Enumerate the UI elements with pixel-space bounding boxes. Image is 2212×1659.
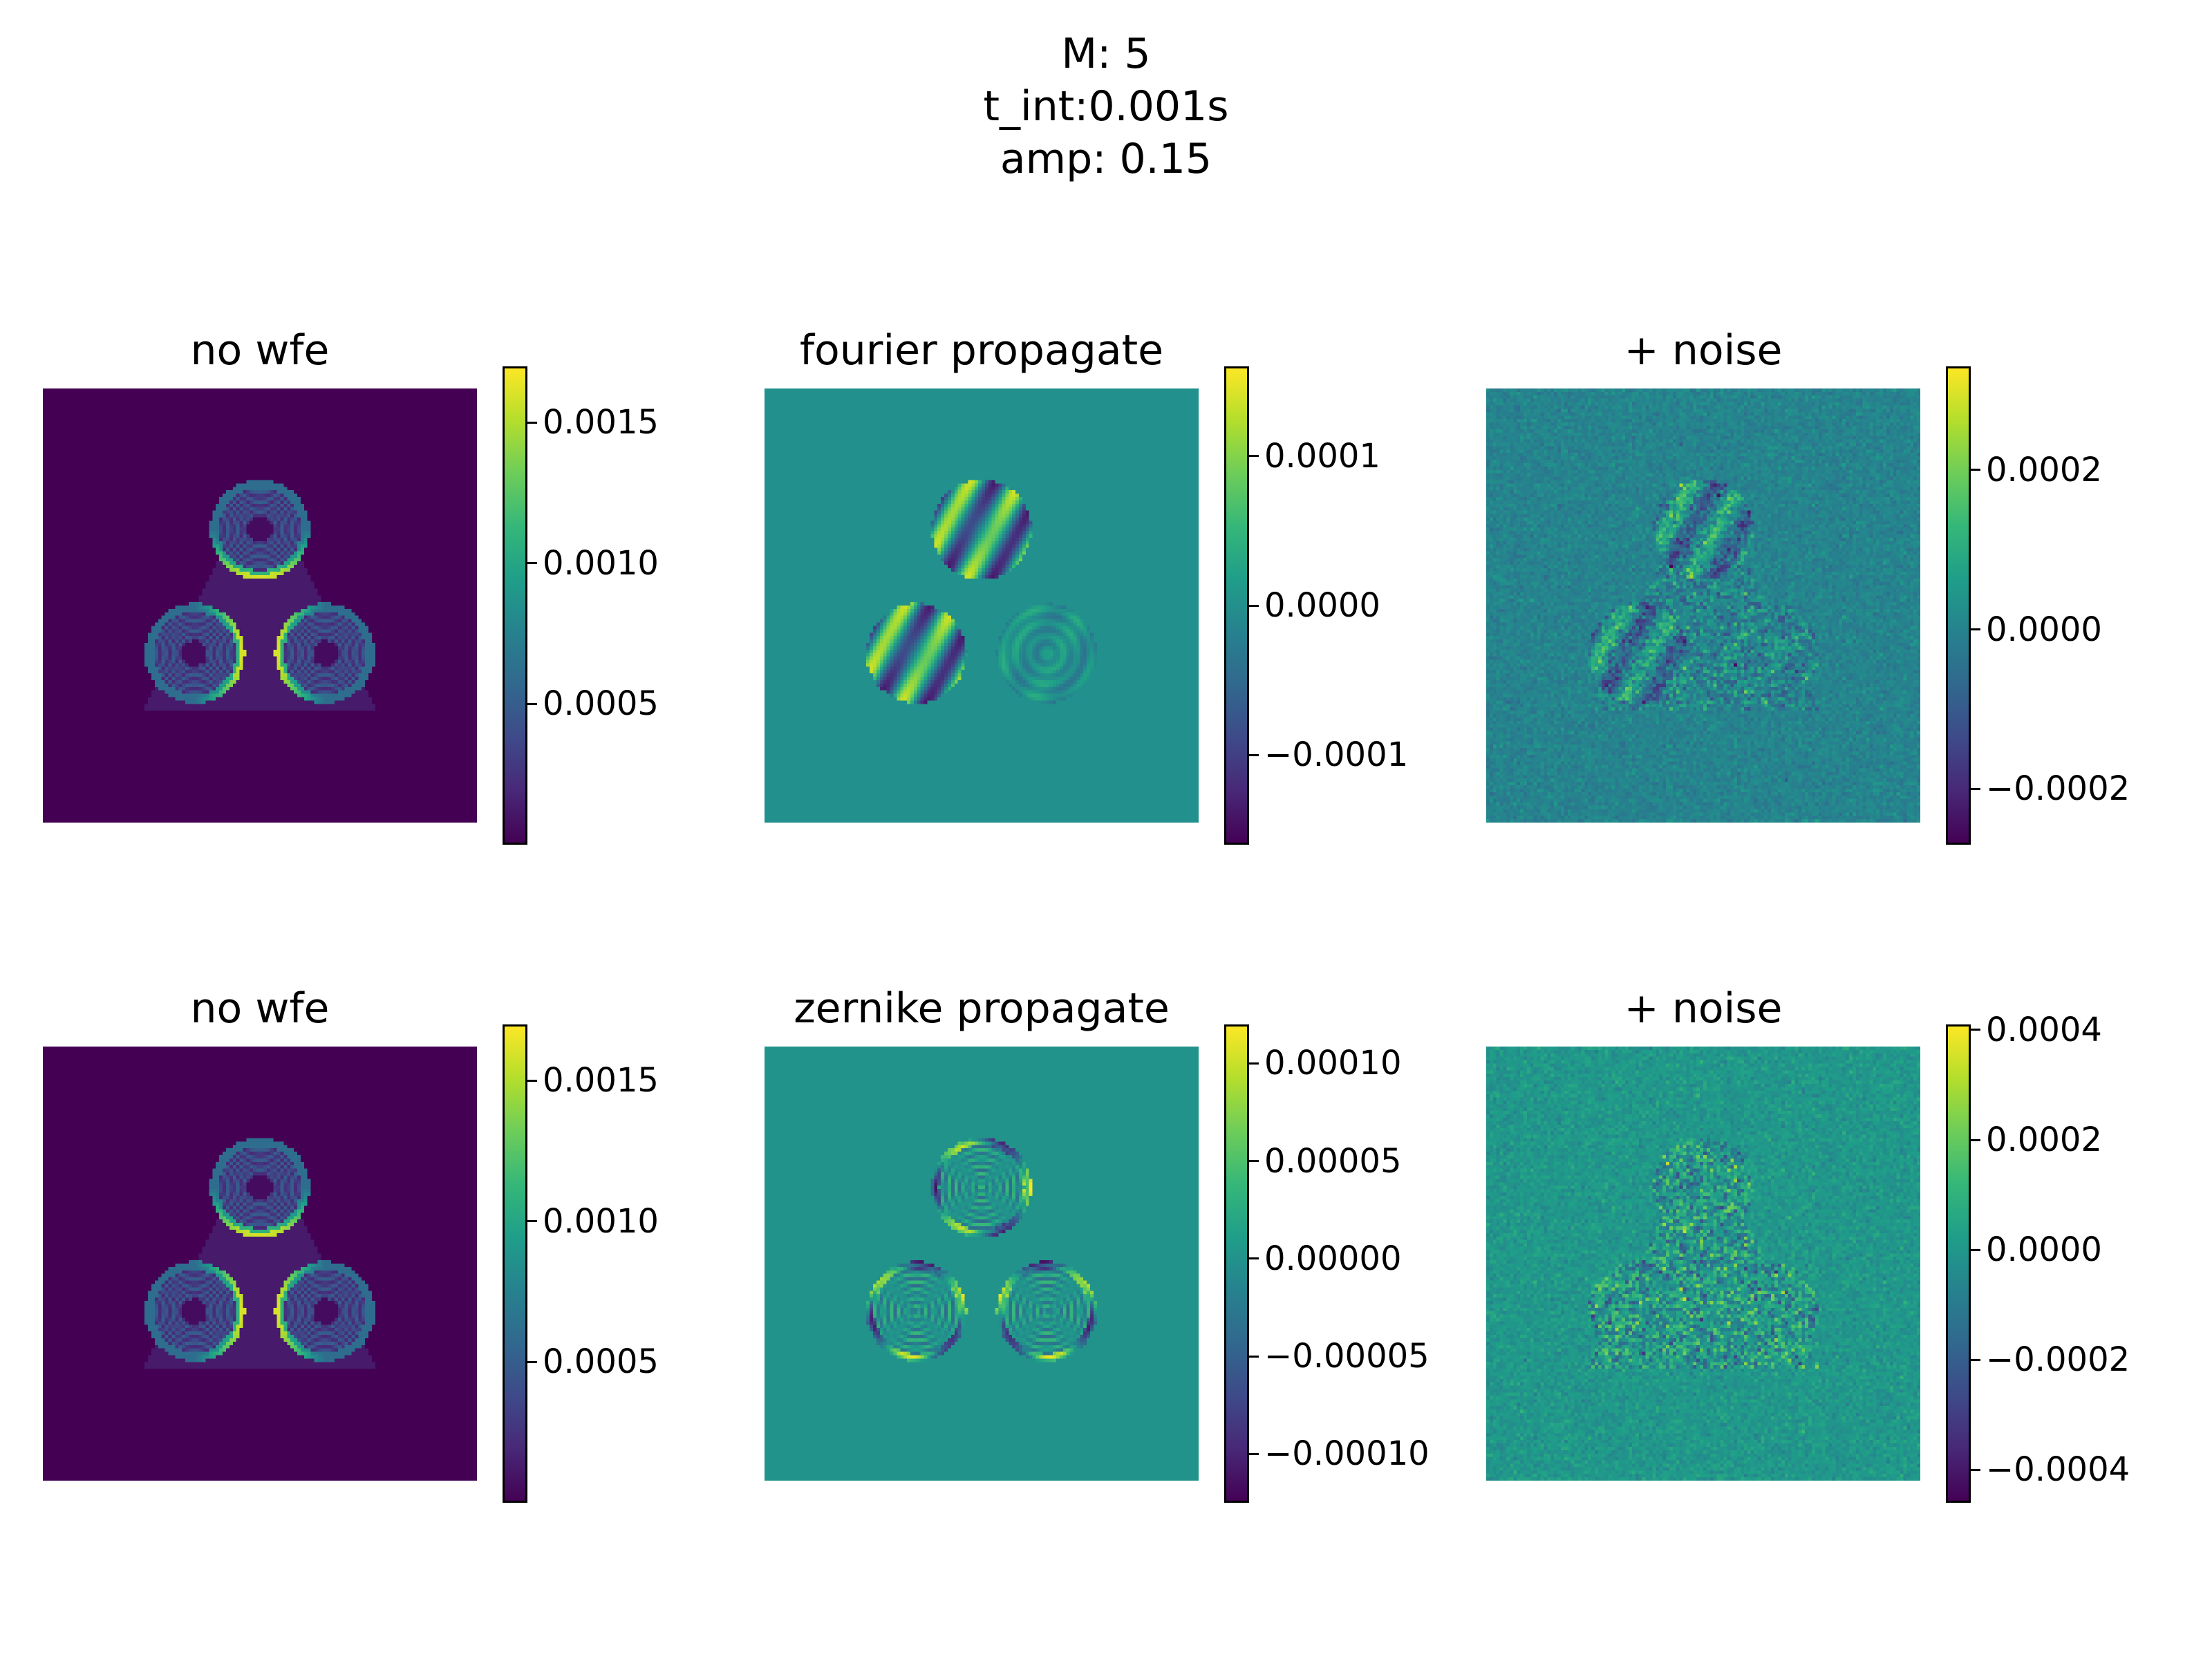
colorbar-tick	[1249, 1355, 1259, 1358]
colorbar-tick-label: 0.0000	[1986, 610, 2102, 649]
colorbar-tick	[527, 1079, 537, 1082]
colorbar-tick-label: 0.0005	[543, 1342, 659, 1382]
colorbar-gradient	[503, 366, 527, 845]
colorbar-tick	[1971, 1468, 1980, 1471]
colorbar-tick-label: 0.0001	[1264, 436, 1380, 476]
colorbar-tick	[1971, 628, 1980, 631]
colorbar-tick-label: −0.0004	[1986, 1450, 2130, 1490]
heatmap-image	[765, 1047, 1199, 1481]
colorbar-tick	[1971, 1248, 1980, 1251]
colorbar-tick	[1971, 1138, 1980, 1141]
colorbar-tick-label: −0.00005	[1264, 1337, 1430, 1376]
colorbar	[1946, 366, 1971, 845]
panel-title: zernike propagate	[794, 984, 1170, 1033]
suptitle-line-amp: amp: 0.15	[1000, 135, 1212, 183]
colorbar-tick-label: 0.0015	[543, 403, 659, 442]
colorbar-gradient	[1224, 1024, 1249, 1503]
colorbar-tick-label: 0.0000	[1264, 586, 1380, 625]
panel-title: + noise	[1624, 984, 1783, 1033]
colorbar-gradient	[1224, 366, 1249, 845]
colorbar-tick-label: −0.0002	[1986, 1340, 2130, 1380]
colorbar-tick-label: −0.0001	[1264, 735, 1409, 775]
colorbar-tick	[1249, 1257, 1259, 1260]
colorbar-tick-label: 0.00010	[1264, 1044, 1402, 1083]
colorbar-tick-label: 0.0005	[543, 684, 659, 724]
colorbar-gradient	[1946, 366, 1971, 845]
colorbar-tick-label: 0.0002	[1986, 1121, 2102, 1160]
colorbar-tick	[1249, 1452, 1259, 1455]
colorbar-tick	[527, 1220, 537, 1223]
colorbar	[503, 366, 527, 845]
colorbar-tick-label: −0.00010	[1264, 1434, 1430, 1474]
colorbar	[1224, 366, 1249, 845]
colorbar-tick	[1971, 787, 1980, 790]
heatmap-image	[43, 1047, 477, 1481]
suptitle-line-m: M: 5	[1061, 30, 1151, 78]
panel-title: no wfe	[190, 984, 330, 1033]
colorbar-tick-label: 0.0010	[543, 543, 659, 583]
colorbar-tick	[1971, 1029, 1980, 1031]
colorbar	[1224, 1024, 1249, 1503]
heatmap-image	[765, 388, 1199, 823]
colorbar-tick	[1971, 469, 1980, 471]
panel-title: fourier propagate	[799, 326, 1164, 375]
colorbar-gradient	[503, 1024, 527, 1503]
colorbar-tick-label: 0.0015	[543, 1061, 659, 1100]
colorbar-tick	[1971, 1358, 1980, 1361]
colorbar-tick-label: 0.0000	[1986, 1230, 2102, 1270]
colorbar-tick-label: 0.0010	[543, 1201, 659, 1241]
colorbar	[503, 1024, 527, 1503]
panel-title: + noise	[1624, 326, 1783, 375]
suptitle-line-tint: t_int:0.001s	[983, 82, 1229, 131]
colorbar-tick	[1249, 455, 1259, 458]
colorbar-tick	[527, 1360, 537, 1363]
heatmap-image	[1486, 1047, 1920, 1481]
colorbar-tick-label: 0.0002	[1986, 450, 2102, 489]
colorbar-tick	[527, 702, 537, 705]
colorbar-tick-label: 0.00000	[1264, 1239, 1402, 1278]
colorbar-tick	[1249, 753, 1259, 756]
colorbar-tick	[1249, 1160, 1259, 1163]
heatmap-image	[1486, 388, 1920, 823]
colorbar-tick	[1249, 604, 1259, 607]
colorbar-tick	[527, 421, 537, 424]
heatmap-image	[43, 388, 477, 823]
colorbar-tick	[1249, 1062, 1259, 1065]
figure-suptitle: M: 5 t_int:0.001s amp: 0.15	[0, 28, 2212, 185]
colorbar	[1946, 1024, 1971, 1503]
colorbar-gradient	[1946, 1024, 1971, 1503]
panel-title: no wfe	[190, 326, 330, 375]
colorbar-tick-label: −0.0002	[1986, 769, 2130, 809]
colorbar-tick	[527, 562, 537, 565]
colorbar-tick-label: 0.00005	[1264, 1141, 1402, 1181]
colorbar-tick-label: 0.0004	[1986, 1010, 2102, 1049]
